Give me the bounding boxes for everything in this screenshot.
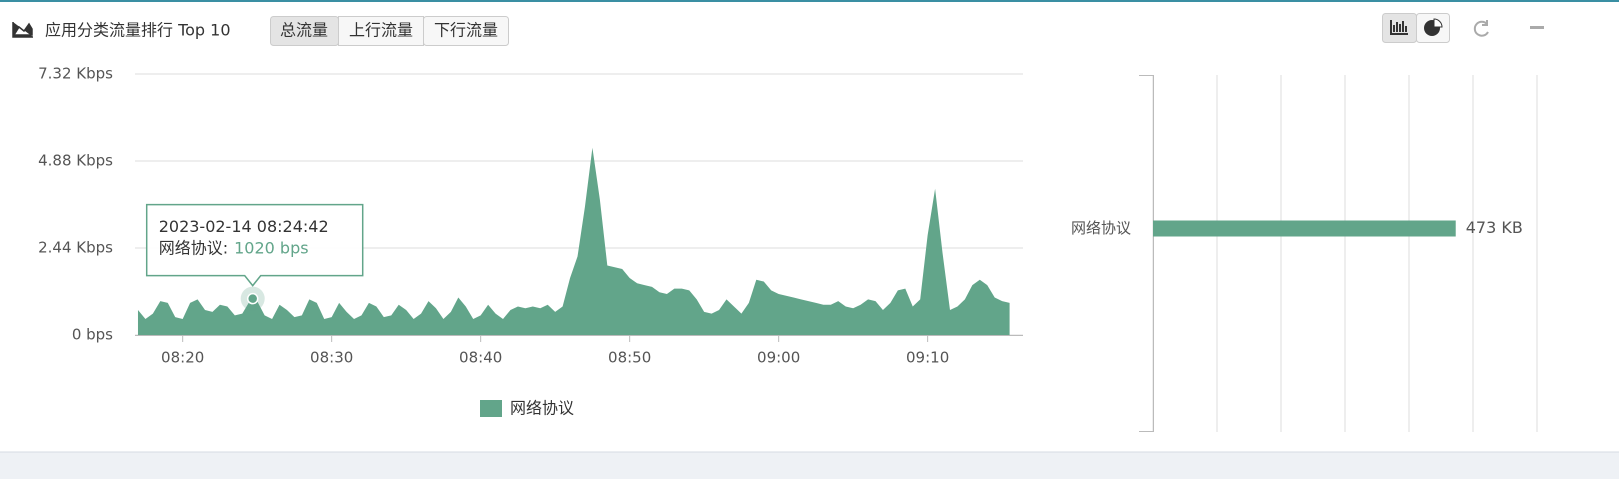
x-tick-label: 08:20 xyxy=(161,349,204,367)
pie-icon-slice xyxy=(1433,18,1443,28)
hover-point xyxy=(246,292,259,305)
tab-label[interactable]: 总流量 xyxy=(280,21,328,40)
bar xyxy=(1153,220,1456,237)
y-tick-label: 4.88 Kbps xyxy=(38,152,113,170)
y-axis xyxy=(1139,75,1154,432)
legend-label: 网络协议 xyxy=(510,399,574,418)
tooltip-time: 2023-02-14 08:24:42 xyxy=(159,217,329,236)
footer-strip xyxy=(0,452,1619,479)
tooltip-series: 网络协议: xyxy=(159,238,228,257)
x-tick-label: 08:40 xyxy=(459,349,502,367)
bar-icon xyxy=(1390,20,1408,35)
top-border xyxy=(0,0,1619,2)
x-tick-label: 09:10 xyxy=(906,349,949,367)
tab[interactable] xyxy=(423,16,509,46)
x-tick-label: 08:30 xyxy=(310,349,353,367)
tab-label[interactable]: 上行流量 xyxy=(349,21,413,40)
area xyxy=(137,147,1010,335)
tab-label[interactable]: 下行流量 xyxy=(434,21,498,40)
minimize-button[interactable] xyxy=(1530,26,1544,29)
x-tick-label: 08:50 xyxy=(608,349,651,367)
chart-icon xyxy=(12,22,33,38)
tooltip-value: 网络协议: 1020 bps xyxy=(159,238,309,257)
tooltip-box xyxy=(145,203,364,287)
y-tick-label: 0 bps xyxy=(72,326,113,344)
y-tick-label: 网络协议 xyxy=(1071,219,1131,237)
panel-title: 应用分类流量排行 Top 10 xyxy=(45,21,231,40)
legend-swatch xyxy=(480,400,502,417)
y-tick-label: 7.32 Kbps xyxy=(38,65,113,83)
value-label: 473 KB xyxy=(1466,218,1523,237)
tooltip-number: 1020 bps xyxy=(234,238,308,257)
x-tick-label: 09:00 xyxy=(757,349,800,367)
tab[interactable] xyxy=(338,16,424,46)
y-tick-label: 2.44 Kbps xyxy=(38,239,113,257)
refresh-button[interactable] xyxy=(1473,20,1489,37)
tab-group: 总流量 上行流量 下行流量 xyxy=(270,16,509,46)
tooltip: 2023-02-14 08:24:42 网络协议: 1020 bps xyxy=(145,203,364,287)
